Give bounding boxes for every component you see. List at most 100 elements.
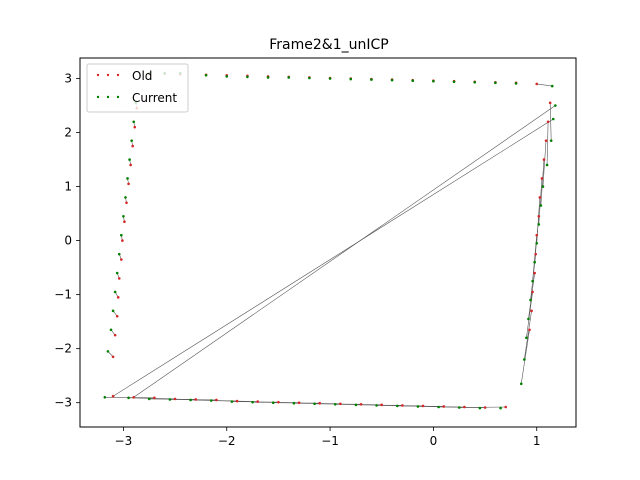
data-point-current [535, 242, 539, 245]
data-point-current [478, 406, 482, 410]
data-point-old [194, 398, 198, 401]
data-point-current [292, 401, 296, 405]
connector-line [252, 401, 300, 403]
data-point-current [230, 400, 234, 403]
legend-marker-old [116, 73, 120, 77]
data-point-old [111, 355, 115, 359]
data-point-old [359, 403, 363, 406]
data-point-old [132, 395, 136, 399]
data-point-old [123, 220, 126, 223]
data-point-current [103, 395, 107, 399]
data-point-current [147, 397, 151, 401]
data-point-current [525, 336, 528, 340]
data-point-current [287, 76, 291, 79]
data-point-old [546, 120, 550, 124]
y-tick-label: −1 [54, 288, 72, 302]
y-tick-label: 0 [64, 234, 72, 248]
data-point-current [437, 405, 440, 409]
legend-marker-current [96, 95, 100, 99]
data-point-current [128, 158, 131, 161]
data-point-old [535, 82, 539, 86]
connector-line [524, 310, 532, 360]
data-point-current [533, 260, 536, 264]
y-tick-label: −2 [54, 342, 72, 356]
data-point-current [375, 404, 378, 407]
data-point-current [120, 233, 123, 237]
data-point-old [533, 271, 536, 275]
data-point-current [432, 79, 435, 83]
legend-marker-current [116, 95, 120, 99]
data-point-current [117, 252, 121, 256]
data-point-old [534, 252, 537, 256]
data-point-old [117, 277, 121, 280]
legend-entry-old: Old [96, 69, 152, 83]
point-connectors [104, 73, 556, 408]
connector-line [133, 105, 556, 398]
data-point-old [215, 398, 218, 402]
x-tick-label: 1 [533, 434, 541, 448]
data-point-old [121, 239, 124, 242]
data-point-old [297, 401, 301, 404]
connector-line [376, 405, 424, 407]
connector-line [128, 397, 176, 400]
data-point-current [251, 400, 254, 404]
connector-line [546, 121, 549, 165]
data-point-old [153, 396, 156, 400]
data-point-current [225, 75, 229, 78]
data-point-current [416, 405, 420, 408]
connector-line [459, 406, 506, 408]
y-tick-label: 1 [64, 180, 72, 194]
data-point-current [554, 104, 557, 107]
y-axis: −3 −2 −1 0 1 2 3 [54, 72, 80, 410]
data-point-current [106, 350, 110, 353]
data-point-current [452, 80, 456, 84]
data-point-current [390, 78, 394, 82]
data-point-current [109, 328, 113, 332]
data-point-current [499, 406, 502, 410]
data-point-old [535, 233, 539, 237]
data-point-current [124, 196, 127, 199]
connector-line [540, 159, 545, 206]
data-point-current [537, 223, 541, 226]
data-point-current [204, 73, 208, 77]
data-point-old [339, 402, 342, 406]
data-point-old [421, 404, 425, 408]
x-tick-label: −1 [321, 434, 339, 448]
data-point-current [395, 404, 399, 408]
data-point-old [544, 139, 548, 142]
data-point-current [308, 76, 311, 80]
data-point-old [463, 405, 466, 409]
y-tick-label: 3 [64, 72, 72, 86]
data-point-old [125, 201, 128, 205]
data-point-old [120, 258, 123, 261]
data-point-old [111, 394, 115, 398]
data-point-current [411, 79, 415, 82]
data-point-current [531, 279, 534, 283]
data-point-old [542, 158, 546, 161]
data-point-old [504, 405, 508, 409]
connector-line [335, 404, 382, 406]
data-point-current [551, 117, 555, 121]
data-point-current [266, 76, 270, 79]
data-point-current [549, 139, 553, 142]
legend: Old Current [86, 63, 189, 113]
data-point-old [113, 333, 117, 337]
data-point-current [122, 214, 125, 218]
data-point-old [483, 406, 487, 409]
connector-line [536, 83, 553, 87]
data-point-current [541, 185, 545, 188]
data-point-current [313, 402, 316, 406]
legend-label-old: Old [132, 69, 152, 83]
data-point-old [538, 196, 542, 199]
data-point-current [354, 403, 358, 407]
data-point-old [115, 314, 119, 318]
data-point-old [318, 401, 322, 405]
data-point-old [548, 101, 552, 105]
data-point-old [528, 328, 531, 332]
connector-line [355, 404, 403, 406]
data-point-current [519, 382, 523, 386]
y-tick-label: 2 [64, 126, 72, 140]
data-point-current [333, 403, 337, 406]
data-point-old [127, 182, 130, 186]
data-point-current [115, 271, 119, 275]
